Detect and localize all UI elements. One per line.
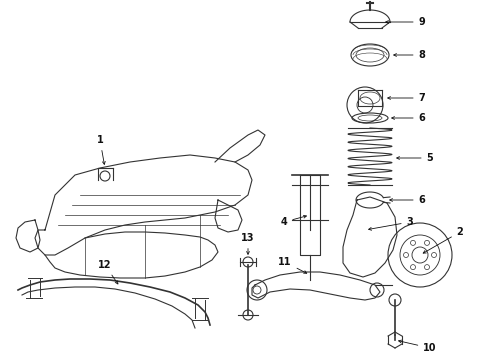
Text: 3: 3 (368, 217, 414, 230)
Text: 5: 5 (397, 153, 433, 163)
Text: 8: 8 (393, 50, 425, 60)
Text: 6: 6 (392, 113, 425, 123)
Text: 11: 11 (278, 257, 307, 273)
Text: 7: 7 (388, 93, 425, 103)
Text: 2: 2 (423, 227, 464, 253)
Text: 1: 1 (97, 135, 105, 165)
Text: 13: 13 (241, 233, 255, 254)
Text: 10: 10 (399, 340, 437, 353)
Text: 4: 4 (281, 215, 306, 227)
Text: 9: 9 (386, 17, 425, 27)
Text: 6: 6 (390, 195, 425, 205)
Text: 12: 12 (98, 260, 118, 284)
